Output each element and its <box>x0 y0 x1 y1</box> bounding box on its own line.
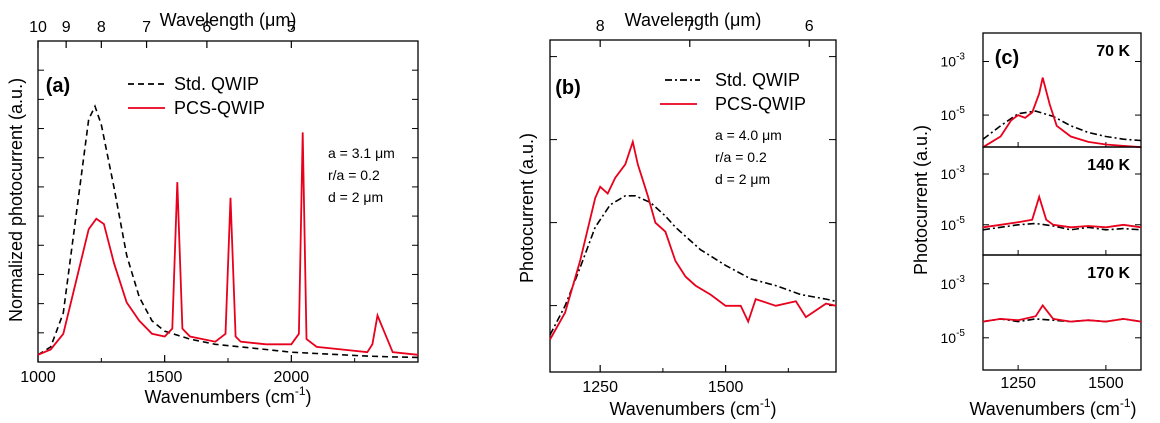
top-tick-label-b: 7 <box>685 18 694 35</box>
y-tick-label-c: 10-3 <box>941 274 966 292</box>
series-pcs-qwip-b <box>549 138 837 340</box>
y-axis-title-a: Normalized photocurrent (a.u.) <box>6 78 26 322</box>
series-std-qwip-c-2 <box>982 222 1142 231</box>
series-pcs-qwip-c-2 <box>982 193 1142 229</box>
top-tick-label-a: 7 <box>142 19 151 36</box>
plot-frame-b <box>549 39 837 373</box>
x-axis-title-a: Wavenumbers (cm-1) <box>144 384 311 407</box>
x-tick-label-a: 1500 <box>147 369 183 386</box>
subpanel-temp-label-c: 70 K <box>1096 43 1130 60</box>
top-axis-title-a: Wavelength (μm) <box>160 10 297 30</box>
legend-label-std-b: Std. QWIP <box>715 70 800 90</box>
top-tick-label-b: 8 <box>596 18 605 35</box>
x-tick-label-b: 1500 <box>708 379 744 396</box>
top-axis-title-b: Wavelength (μm) <box>625 10 762 30</box>
x-axis-title-c: Wavenumbers (cm-1) <box>969 396 1136 419</box>
legend-label-std-a: Std. QWIP <box>174 74 259 94</box>
y-tick-label-c: 10-3 <box>941 52 966 70</box>
x-tick-label-a: 2000 <box>274 369 310 386</box>
y-tick-label-c: 10-5 <box>941 105 966 123</box>
legend-label-pcs-a: PCS-QWIP <box>174 98 265 118</box>
subpanel-temp-label-c: 140 K <box>1087 157 1130 174</box>
top-tick-label-b: 6 <box>805 18 814 35</box>
top-tick-label-a: 10 <box>29 19 47 36</box>
panel-label-a: (a) <box>46 75 70 97</box>
y-axis-title-b: Photocurrent (a.u.) <box>517 133 537 283</box>
x-tick-label-a: 1000 <box>20 369 56 386</box>
top-tick-label-a: 5 <box>287 19 296 36</box>
series-pcs-qwip-a <box>37 132 419 356</box>
series-std-qwip-a <box>37 104 419 359</box>
series-std-qwip-b <box>549 195 837 336</box>
series-std-qwip-c-1 <box>982 110 1142 142</box>
top-tick-label-a: 8 <box>97 19 106 36</box>
annotation-b: a = 4.0 μm <box>715 127 782 143</box>
annotation-b: r/a = 0.2 <box>715 149 767 165</box>
annotation-a: r/a = 0.2 <box>328 167 380 183</box>
panel-label-c: (c) <box>995 47 1019 69</box>
series-pcs-qwip-c-3 <box>982 303 1142 323</box>
y-axis-title-c: Photocurrent (a.u.) <box>911 125 931 275</box>
panel-label-b: (b) <box>555 77 581 99</box>
annotation-a: d = 2 μm <box>328 189 383 205</box>
x-tick-label-c: 1500 <box>1088 375 1124 392</box>
legend-label-pcs-b: PCS-QWIP <box>715 94 806 114</box>
x-axis-title-b: Wavenumbers (cm-1) <box>609 396 776 419</box>
annotation-a: a = 3.1 μm <box>328 145 395 161</box>
y-tick-label-c: 10-5 <box>941 328 966 346</box>
y-tick-label-c: 10-5 <box>941 215 966 233</box>
plot-frame-c-3 <box>982 254 1142 371</box>
y-tick-label-c: 10-3 <box>941 164 966 182</box>
subpanel-temp-label-c: 170 K <box>1087 265 1130 282</box>
top-tick-label-a: 6 <box>202 19 211 36</box>
x-tick-label-c: 1250 <box>1000 375 1036 392</box>
annotation-b: d = 2 μm <box>715 171 770 187</box>
series-pcs-qwip-c-1 <box>982 77 1142 149</box>
x-tick-label-b: 1250 <box>582 379 618 396</box>
top-tick-label-a: 9 <box>62 19 71 36</box>
